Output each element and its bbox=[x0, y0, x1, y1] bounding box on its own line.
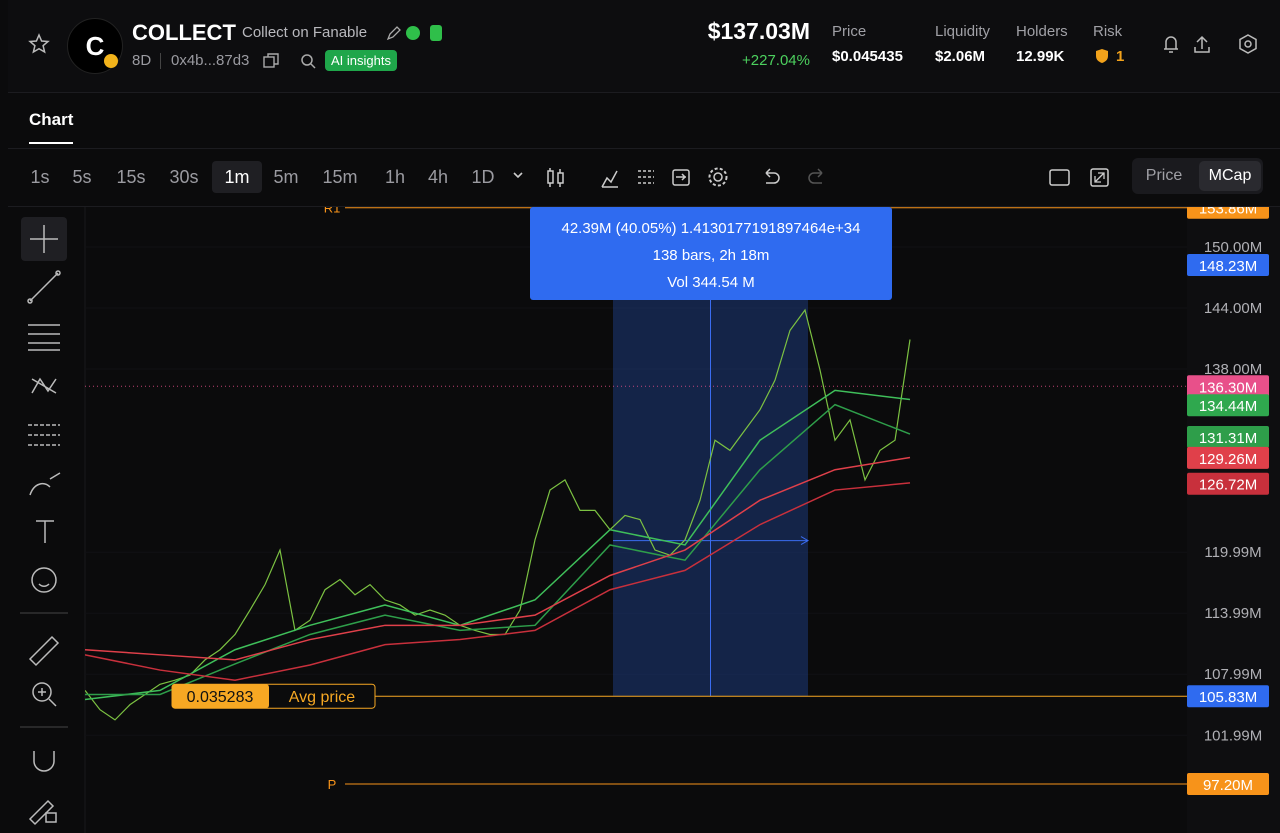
price-badge-label: 153.86M bbox=[1199, 207, 1257, 218]
y-tick-label: 150.00M bbox=[1204, 239, 1262, 256]
tab[interactable]: Chart bbox=[29, 110, 74, 144]
timeframe-button[interactable]: 1s bbox=[30, 167, 50, 187]
price-badge-label: 105.83M bbox=[1199, 689, 1257, 706]
stat-value: 12.99K bbox=[1016, 48, 1065, 65]
y-tick-label: 119.99M bbox=[1204, 544, 1261, 561]
level-label: P bbox=[328, 777, 337, 792]
timeframe-button[interactable]: 1m bbox=[212, 161, 262, 193]
age: 8D bbox=[132, 52, 152, 69]
timeframe-button[interactable]: 15m bbox=[322, 167, 358, 187]
header: C COLLECT Collect on Fanable 8D 0x4b...8… bbox=[8, 0, 1280, 93]
stat-value: $2.06M bbox=[935, 48, 986, 65]
moving-average-line bbox=[85, 482, 911, 681]
y-tick-label: 113.99M bbox=[1204, 605, 1261, 622]
stat-label: Price bbox=[832, 23, 867, 40]
series-group bbox=[85, 308, 911, 721]
chart: 150.00M 144.00M 138.00M 119.99M 113.99M 107.9… bbox=[0, 207, 1280, 833]
price-badge bbox=[1187, 253, 1269, 276]
risk-shield bbox=[1096, 49, 1108, 63]
measure-tooltip-line: 138 bars, 2h 18m bbox=[653, 247, 770, 264]
star-icon[interactable] bbox=[28, 33, 50, 55]
price-badge bbox=[1187, 207, 1269, 219]
price-badge-label: 148.23M bbox=[1199, 258, 1257, 275]
price-mcap-toggle: Price MCap bbox=[1132, 158, 1263, 194]
stat-label: Holders bbox=[1016, 23, 1068, 40]
drawing-tools[interactable] bbox=[20, 217, 68, 826]
ai-insights-label: AI insights bbox=[331, 53, 391, 68]
change: +227.04% bbox=[742, 52, 810, 69]
price-badge bbox=[1187, 394, 1269, 417]
price-badge bbox=[1187, 446, 1269, 469]
symbol: COLLECT bbox=[132, 20, 236, 45]
copy-icon[interactable] bbox=[263, 53, 279, 69]
price-badge-label: 97.20M bbox=[1203, 777, 1253, 794]
toolbar-icons[interactable] bbox=[510, 167, 830, 189]
price-badge-label: 136.30M bbox=[1199, 379, 1257, 396]
avg-price-value-bg bbox=[172, 684, 269, 709]
search-icon[interactable] bbox=[300, 53, 316, 69]
divider bbox=[160, 53, 161, 69]
price-badge bbox=[1187, 375, 1269, 398]
stat-label[interactable]: Risk bbox=[1093, 23, 1123, 40]
y-tick-label: 144.00M bbox=[1204, 300, 1262, 317]
timeframe-button[interactable]: 5s bbox=[72, 167, 92, 187]
price-badge-label: 131.31M bbox=[1199, 430, 1257, 447]
header-actions[interactable] bbox=[1160, 33, 1270, 55]
name-icons bbox=[386, 24, 446, 42]
tab-bar: Chart bbox=[8, 93, 1280, 149]
stat-value: $0.045435 bbox=[832, 48, 903, 65]
timeframe-button[interactable]: 1D bbox=[471, 167, 495, 187]
mode-button[interactable]: Price bbox=[1145, 167, 1183, 184]
price-badge bbox=[1187, 472, 1269, 495]
toolbar: Price MCap 1s 5s 15s 30s 1m 5m 15m 1h 4h 1D bbox=[8, 149, 1280, 207]
mode-button[interactable]: MCap bbox=[1199, 161, 1261, 191]
level-label: R1 bbox=[324, 207, 341, 216]
price-badge-label: 126.72M bbox=[1199, 477, 1257, 494]
layout-icons[interactable] bbox=[1048, 167, 1110, 189]
timeframe-button[interactable]: 5m bbox=[273, 167, 299, 187]
timeframe-button[interactable]: 30s bbox=[169, 167, 199, 187]
moving-average-line bbox=[85, 403, 911, 696]
address[interactable]: 0x4b...87d3 bbox=[171, 52, 250, 69]
timeframe-button[interactable]: 4h bbox=[427, 167, 449, 187]
ai-insights-button[interactable]: AI insights bbox=[325, 50, 397, 71]
y-tick-label: 138.00M bbox=[1204, 361, 1262, 378]
timeframe-button[interactable]: 1h bbox=[384, 167, 406, 187]
token-name: Collect on Fanable bbox=[242, 24, 368, 41]
moving-average-line bbox=[85, 456, 911, 661]
price-badge bbox=[1187, 772, 1269, 795]
measure-tooltip-line: Vol 344.54 M bbox=[667, 274, 755, 291]
price-badge bbox=[1187, 685, 1269, 708]
timeframe-button[interactable]: 15s bbox=[116, 167, 146, 187]
price-badge-label: 134.44M bbox=[1199, 398, 1257, 415]
price-axis-bg bbox=[1187, 207, 1280, 833]
measure-tooltip bbox=[530, 207, 892, 300]
moving-average-line bbox=[85, 389, 911, 701]
price-badge bbox=[1187, 426, 1269, 449]
y-tick-label: 107.99M bbox=[1204, 666, 1262, 683]
stat-label: Liquidity bbox=[935, 23, 991, 40]
y-tick-label: 101.99M bbox=[1204, 727, 1262, 744]
avg-price-value: 0.035283 bbox=[187, 689, 254, 706]
price-badge-label: 129.26M bbox=[1199, 451, 1257, 468]
logo: C bbox=[67, 18, 123, 74]
avg-price-label: Avg price bbox=[289, 689, 356, 706]
chain-badge bbox=[104, 54, 118, 68]
market-cap: $137.03M bbox=[707, 18, 810, 44]
measure-tooltip-line: 42.39M (40.05%) 1.4130177191897464e+34 bbox=[561, 220, 860, 237]
measure-arrow bbox=[613, 536, 810, 546]
risk-value: 1 bbox=[1116, 48, 1125, 65]
